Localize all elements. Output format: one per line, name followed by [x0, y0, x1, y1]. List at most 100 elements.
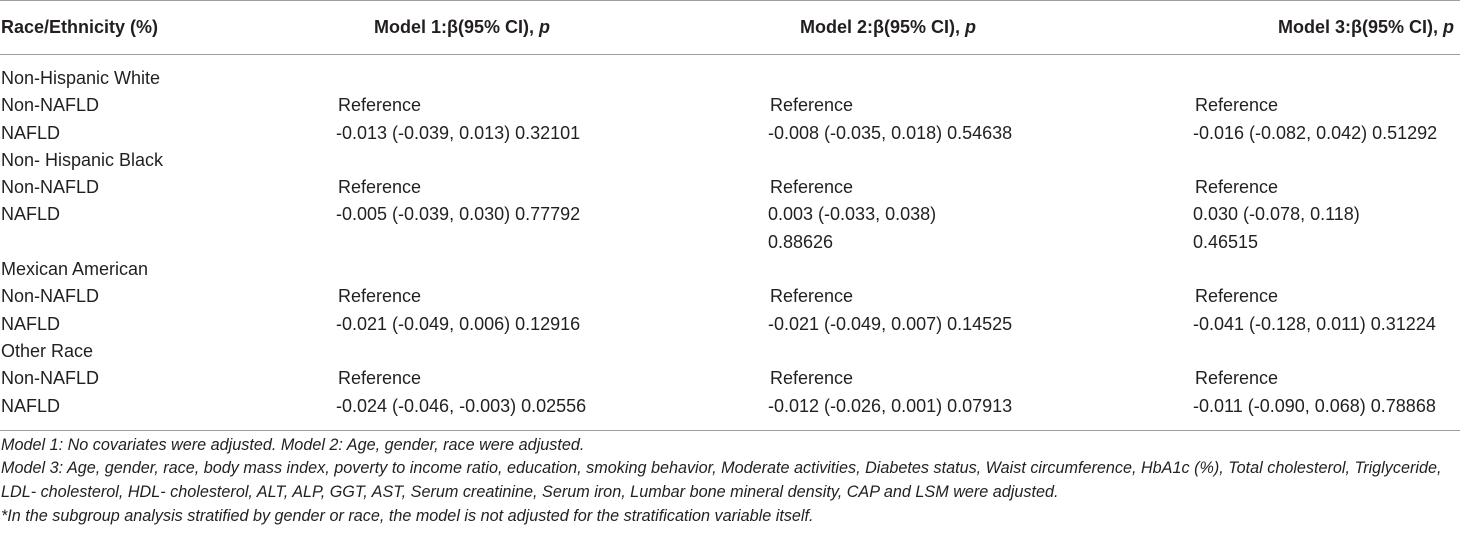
header-model-3: Model 3:β(95% CI), p [1193, 0, 1460, 55]
table-body: Non-Hispanic White Non-NAFLD Reference Refe… [0, 55, 1460, 430]
model-2-value-cell: Reference [768, 365, 1193, 392]
table-row: NAFLD -0.005 (-0.039, 0.030) 0.77792 0.003… [0, 201, 1460, 256]
row-label-cell: NAFLD [0, 120, 336, 147]
model-2-value-cell: -0.021 (-0.049, 0.007) 0.14525 [768, 311, 1193, 338]
model-3-value: Reference [1195, 286, 1279, 307]
row-label: Non-NAFLD [1, 177, 100, 198]
header-race-ethnicity: Race/Ethnicity (%) [0, 0, 336, 55]
model-2-value: 0.003 (-0.033, 0.038) [768, 204, 937, 225]
table-row: NAFLD -0.021 (-0.049, 0.006) 0.12916 -0.02… [0, 311, 1460, 338]
row-label-cell: NAFLD [0, 201, 336, 256]
model-3-value: 0.030 (-0.078, 0.118) [1193, 204, 1360, 225]
header-model-1: Model 1:β(95% CI), p [336, 0, 768, 55]
model-3-value: -0.041 (-0.128, 0.011) 0.31224 [1193, 313, 1436, 334]
model-2-value-cell: Reference [768, 174, 1193, 201]
model-1-value-cell: Reference [336, 283, 768, 310]
table-row: NAFLD -0.013 (-0.039, 0.013) 0.32101 -0.00… [0, 120, 1460, 147]
model-2-value-cell: -0.012 (-0.026, 0.001) 0.07913 [768, 393, 1193, 430]
model-2-value-cell: Reference [768, 283, 1193, 310]
model-3-value: Reference [1195, 95, 1279, 116]
table-row: Non-NAFLD Reference Reference Reference [0, 92, 1460, 119]
model-3-value-cell: 0.030 (-0.078, 0.118) 0.46515 [1193, 201, 1460, 256]
model-1-value: Reference [338, 286, 422, 307]
model-3-value-cell [1193, 256, 1460, 283]
model-1-value-cell [336, 256, 768, 283]
table-header: Race/Ethnicity (%) Model 1:β(95% CI), p … [0, 0, 1460, 55]
row-label: Non-Hispanic White [1, 68, 161, 88]
model-3-value-cell: Reference [1193, 92, 1460, 119]
model-1-value: -0.005 (-0.039, 0.030) 0.77792 [336, 204, 581, 225]
row-label-cell: Non-NAFLD [0, 174, 336, 201]
model-2-value: Reference [770, 368, 854, 389]
table-row: Non-NAFLD Reference Reference Reference [0, 283, 1460, 310]
row-label-cell: NAFLD [0, 393, 336, 430]
model-1-value-cell: Reference [336, 92, 768, 119]
header-row: Race/Ethnicity (%) Model 1:β(95% CI), p … [0, 0, 1460, 55]
model-1-value-cell: -0.024 (-0.046, -0.003) 0.02556 [336, 393, 768, 430]
table-footnotes: Model 1: No covariates were adjusted. Mo… [0, 429, 1460, 528]
model-2-value-cell: 0.003 (-0.033, 0.038) 0.88626 [768, 201, 1193, 256]
row-label-cell: Other Race [0, 338, 336, 365]
row-label: Non- Hispanic Black [1, 149, 164, 170]
table-row: Mexican American [0, 256, 1460, 283]
model-2-value-cell [768, 256, 1193, 283]
model-3-value-cell: -0.016 (-0.082, 0.042) 0.51292 [1193, 120, 1460, 147]
model-3-value-cell: -0.011 (-0.090, 0.068) 0.78868 [1193, 393, 1460, 430]
model-3-value-cell: -0.041 (-0.128, 0.011) 0.31224 [1193, 311, 1460, 338]
model-1-value-cell: -0.005 (-0.039, 0.030) 0.77792 [336, 201, 768, 256]
header-model-2: Model 2:β(95% CI), p [768, 0, 1193, 55]
row-label-cell: Non- Hispanic Black [0, 147, 336, 174]
model-1-value: -0.021 (-0.049, 0.006) 0.12916 [336, 313, 581, 334]
header-model-1-label: Model 1:β(95% CI), [374, 16, 540, 37]
model-3-value-continuation: 0.46515 [1193, 231, 1259, 252]
model-2-value: -0.008 (-0.035, 0.018) 0.54638 [768, 122, 1013, 143]
model-3-value-cell: Reference [1193, 174, 1460, 201]
model-1-value: Reference [338, 368, 422, 389]
row-label: NAFLD [1, 313, 61, 334]
row-label-cell: NAFLD [0, 311, 336, 338]
model-3-value-cell [1193, 55, 1460, 93]
model-2-value-cell [768, 338, 1193, 365]
row-label: Non-NAFLD [1, 368, 100, 389]
model-3-value-cell: Reference [1193, 365, 1460, 392]
model-2-value-cell: -0.008 (-0.035, 0.018) 0.54638 [768, 120, 1193, 147]
header-model-2-label: Model 2:β(95% CI), [800, 16, 966, 37]
model-3-value: -0.016 (-0.082, 0.042) 0.51292 [1193, 122, 1438, 143]
row-label-cell: Mexican American [0, 256, 336, 283]
model-3-value: Reference [1195, 368, 1279, 389]
results-table: Race/Ethnicity (%) Model 1:β(95% CI), p … [0, 0, 1460, 430]
model-1-value-cell: Reference [336, 365, 768, 392]
row-label: Mexican American [1, 259, 149, 280]
header-model-3-label: Model 3:β(95% CI), [1277, 16, 1443, 37]
row-label: NAFLD [1, 395, 61, 416]
table-row: NAFLD -0.024 (-0.046, -0.003) 0.02556 -0.0… [0, 393, 1460, 430]
model-3-value: -0.011 (-0.090, 0.068) 0.78868 [1193, 395, 1436, 416]
model-1-value-cell [336, 338, 768, 365]
table-row: Non-NAFLD Reference Reference Reference [0, 174, 1460, 201]
row-label: NAFLD [1, 204, 61, 225]
row-label-cell: Non-NAFLD [0, 92, 336, 119]
model-2-value-continuation: 0.88626 [768, 231, 834, 252]
model-3-value-cell [1193, 147, 1460, 174]
row-label-cell: Non-Hispanic White [0, 55, 336, 93]
model-1-value-cell: Reference [336, 174, 768, 201]
table-row: Non-NAFLD Reference Reference Reference [0, 365, 1460, 392]
model-1-value: -0.013 (-0.039, 0.013) 0.32101 [336, 122, 581, 143]
row-label: NAFLD [1, 122, 61, 143]
model-1-value-cell [336, 147, 768, 174]
model-3-value-cell: Reference [1193, 283, 1460, 310]
model-2-value: Reference [770, 95, 854, 116]
footnote-1: Model 1: No covariates were adjusted. Mo… [1, 435, 585, 454]
model-3-value: Reference [1195, 177, 1279, 198]
model-2-value-cell [768, 55, 1193, 93]
footnote-2: Model 3: Age, gender, race, body mass in… [1, 459, 1442, 502]
row-label-cell: Non-NAFLD [0, 283, 336, 310]
model-3-value-cell [1193, 338, 1460, 365]
model-2-value: -0.012 (-0.026, 0.001) 0.07913 [768, 395, 1013, 416]
footnote-3: *In the subgroup analysis stratified by … [1, 506, 814, 525]
model-1-value: Reference [338, 95, 422, 116]
model-2-value-cell: Reference [768, 92, 1193, 119]
table-row: Non-Hispanic White [0, 55, 1460, 93]
row-label: Non-NAFLD [1, 95, 100, 116]
model-1-value: -0.024 (-0.046, -0.003) 0.02556 [336, 395, 587, 416]
